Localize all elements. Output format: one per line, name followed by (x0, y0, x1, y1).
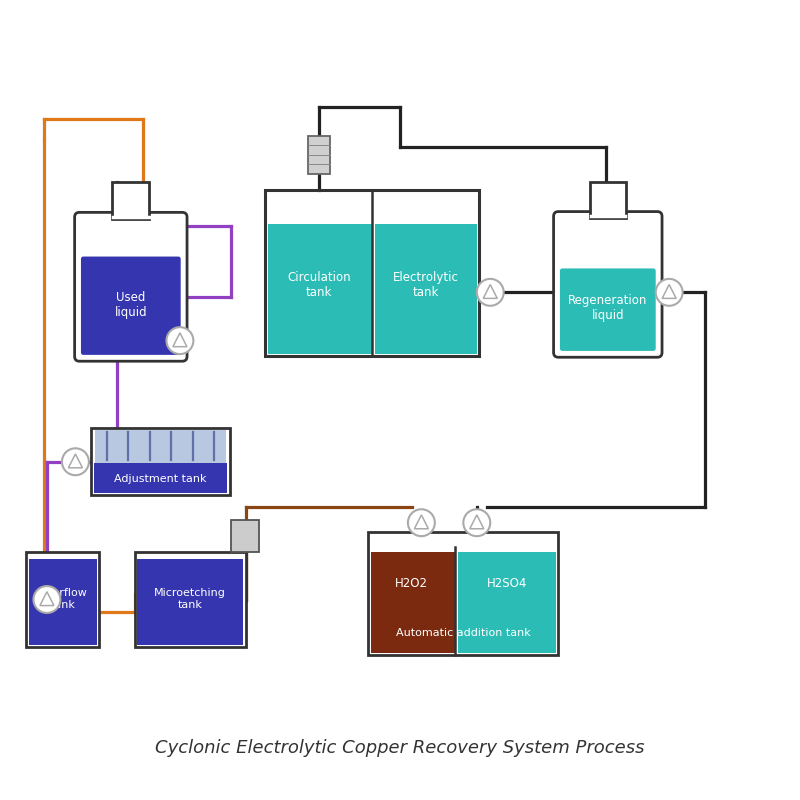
Bar (112, 182, 150, 218)
Bar (370, 552, 455, 653)
Polygon shape (414, 515, 428, 529)
Bar (308, 135, 330, 174)
Text: Regeneration
liquid: Regeneration liquid (568, 294, 647, 322)
Bar (230, 520, 259, 552)
FancyBboxPatch shape (560, 269, 656, 351)
Circle shape (166, 327, 194, 354)
Text: Circulation
tank: Circulation tank (287, 271, 350, 299)
Circle shape (408, 510, 435, 536)
Polygon shape (483, 285, 498, 298)
Text: Electrolytic
tank: Electrolytic tank (393, 271, 458, 299)
Bar (458, 552, 556, 653)
Bar (95, 430, 226, 462)
Bar (134, 552, 246, 647)
Bar (590, 182, 626, 218)
Polygon shape (69, 454, 82, 468)
Polygon shape (662, 285, 676, 298)
Text: Adjustment tank: Adjustment tank (114, 474, 206, 485)
Text: Used
liquid: Used liquid (114, 290, 147, 318)
Bar (26, 552, 99, 647)
Bar (266, 190, 479, 357)
Bar (29, 558, 97, 645)
Polygon shape (173, 333, 187, 346)
Text: H2O2: H2O2 (395, 578, 428, 590)
Bar (94, 462, 227, 493)
Circle shape (62, 448, 89, 475)
Bar (268, 225, 372, 354)
Text: Overflow
tank: Overflow tank (38, 588, 88, 610)
Polygon shape (470, 515, 484, 529)
Circle shape (463, 510, 490, 536)
Text: H2SO4: H2SO4 (486, 578, 527, 590)
Text: Microetching
tank: Microetching tank (154, 588, 226, 610)
FancyBboxPatch shape (74, 212, 187, 362)
Polygon shape (40, 592, 54, 606)
Circle shape (656, 279, 682, 306)
Bar (137, 558, 243, 645)
Circle shape (477, 279, 504, 306)
Circle shape (34, 586, 60, 613)
FancyBboxPatch shape (81, 257, 181, 355)
FancyBboxPatch shape (554, 211, 662, 358)
Bar (374, 225, 477, 354)
Text: Cyclonic Electrolytic Copper Recovery System Process: Cyclonic Electrolytic Copper Recovery Sy… (155, 739, 645, 758)
Text: Automatic addition tank: Automatic addition tank (396, 628, 530, 638)
Bar (368, 532, 558, 655)
Bar (91, 428, 230, 495)
